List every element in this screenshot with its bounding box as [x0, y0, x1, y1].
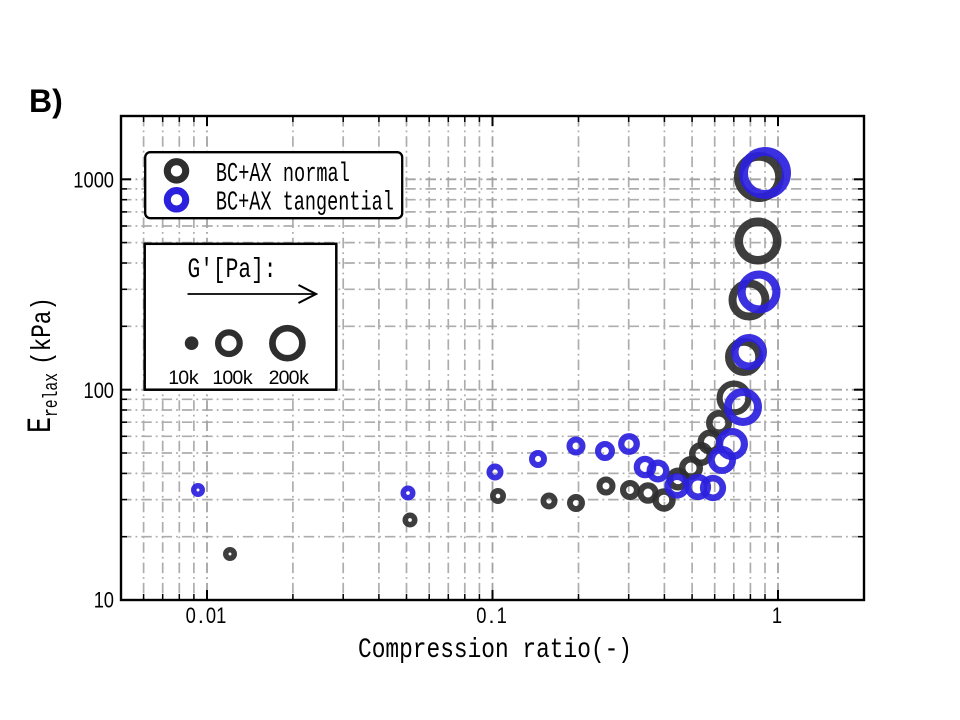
- svg-text:1: 1: [94, 588, 104, 613]
- svg-text:.: .: [198, 603, 204, 628]
- svg-text:1: 1: [73, 168, 83, 193]
- svg-text:B): B): [29, 83, 63, 119]
- svg-text:0: 0: [104, 378, 114, 403]
- svg-text:1: 1: [216, 603, 226, 628]
- svg-text:Compression ratio(-): Compression ratio(-): [358, 635, 632, 666]
- svg-text:.: .: [488, 603, 494, 628]
- svg-text:(kPa): (kPa): [28, 297, 59, 365]
- svg-text:0: 0: [104, 588, 114, 613]
- svg-text:0: 0: [84, 168, 94, 193]
- svg-text:1: 1: [497, 603, 507, 628]
- svg-text:0: 0: [104, 168, 114, 193]
- svg-text:k: k: [189, 367, 199, 389]
- svg-text:1: 1: [212, 367, 223, 389]
- svg-text:0: 0: [186, 603, 196, 628]
- svg-text:0: 0: [289, 367, 300, 389]
- svg-text:0: 0: [206, 603, 216, 628]
- svg-text:0: 0: [279, 367, 290, 389]
- svg-text:0: 0: [476, 603, 486, 628]
- svg-text:0: 0: [232, 367, 243, 389]
- svg-text:0: 0: [94, 168, 104, 193]
- svg-text:2: 2: [269, 367, 280, 389]
- svg-text:E: E: [23, 417, 61, 433]
- svg-text:0: 0: [178, 367, 189, 389]
- svg-text:0: 0: [222, 367, 233, 389]
- svg-text:k: k: [243, 367, 253, 389]
- svg-text:1: 1: [168, 367, 179, 389]
- svg-text:1: 1: [84, 378, 94, 403]
- svg-text:G'[Pa]:: G'[Pa]:: [188, 255, 277, 286]
- svg-text:k: k: [299, 367, 309, 389]
- svg-text:BC+AX tangential: BC+AX tangential: [216, 189, 394, 219]
- svg-text:BC+AX normal: BC+AX normal: [216, 160, 350, 190]
- svg-text:0: 0: [94, 378, 104, 403]
- svg-text:relax: relax: [41, 373, 64, 417]
- svg-text:1: 1: [772, 603, 782, 628]
